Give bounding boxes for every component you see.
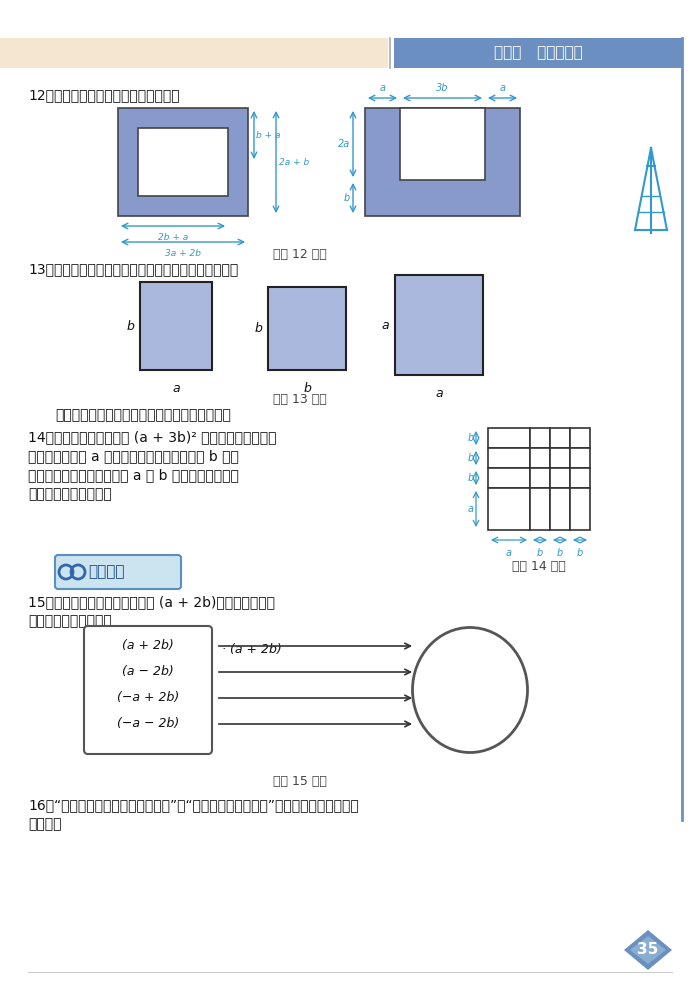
Text: （第 15 题）: （第 15 题） [273, 775, 327, 788]
FancyBboxPatch shape [0, 38, 388, 68]
Text: 12．分别计算下图中阴影部分的面积．: 12．分别计算下图中阴影部分的面积． [28, 88, 180, 102]
Text: 差多少？: 差多少？ [28, 817, 62, 831]
Text: a: a [435, 387, 443, 400]
Text: a: a [468, 504, 474, 514]
Text: a: a [506, 548, 512, 558]
Text: · (a + 2b): · (a + 2b) [222, 644, 281, 657]
Bar [488, 428, 530, 448]
Text: (a + 2b): (a + 2b) [122, 640, 174, 653]
Bar [570, 428, 590, 448]
Text: b + a: b + a [256, 131, 281, 139]
Bar [488, 488, 530, 530]
Text: 在右框相应的位置上．: 在右框相应的位置上． [28, 614, 112, 628]
Text: 联系拓广: 联系拓广 [88, 565, 125, 580]
Bar [488, 448, 530, 468]
Text: 14．请在图中指出面积为 (a + 3b)² 的图形，并指出图中: 14．请在图中指出面积为 (a + 3b)² 的图形，并指出图中 [28, 430, 276, 444]
Bar [365, 108, 520, 216]
Text: 方形，有多少个两边分别为 a 和 b 的长方形，然后用: 方形，有多少个两边分别为 a 和 b 的长方形，然后用 [28, 468, 239, 482]
Ellipse shape [412, 627, 528, 753]
Text: 3a + 2b: 3a + 2b [165, 249, 201, 258]
Text: b: b [468, 433, 474, 443]
Bar [140, 282, 212, 370]
Text: 2a + b: 2a + b [279, 157, 309, 166]
Text: b: b [344, 193, 350, 203]
Bar [394, 38, 682, 68]
Text: b: b [254, 321, 262, 334]
Text: b: b [468, 453, 474, 463]
Text: 相应的公式进行验证．: 相应的公式进行验证． [28, 487, 112, 501]
FancyBboxPatch shape [55, 555, 181, 589]
Bar [570, 468, 590, 488]
Bar [570, 488, 590, 530]
Text: b: b [468, 473, 474, 483]
Text: b: b [303, 382, 311, 395]
Text: 3b: 3b [436, 83, 449, 93]
Bar [395, 275, 483, 375]
Text: (−a − 2b): (−a − 2b) [117, 717, 179, 731]
Text: b: b [126, 319, 134, 332]
Text: 16．“两个相邻整数的平均数的平方”与“它们平方数的平均数”相等吗？若不相等，相: 16．“两个相邻整数的平均数的平方”与“它们平方数的平均数”相等吗？若不相等，相 [28, 798, 358, 812]
Polygon shape [630, 936, 666, 964]
Text: 用它们拼一些新的长方形，并计算它们的面积．: 用它们拼一些新的长方形，并计算它们的面积． [55, 408, 231, 422]
Text: (a − 2b): (a − 2b) [122, 666, 174, 678]
Text: （第 12 题）: （第 12 题） [273, 248, 327, 261]
Text: 15．把下图左框里的整式分别乘 (a + 2b)，将所得的积写: 15．把下图左框里的整式分别乘 (a + 2b)，将所得的积写 [28, 595, 275, 609]
Bar [488, 468, 530, 488]
Bar [550, 468, 570, 488]
Text: 13．请分别准备几张如图所示的长方形或正方形卡片．: 13．请分别准备几张如图所示的长方形或正方形卡片． [28, 262, 238, 276]
Text: 2b + a: 2b + a [158, 233, 188, 242]
Text: a: a [172, 382, 180, 395]
FancyBboxPatch shape [84, 626, 212, 754]
Text: 有多少个边长为 a 的正方形，有多少个边长为 b 的正: 有多少个边长为 a 的正方形，有多少个边长为 b 的正 [28, 449, 239, 463]
Bar [530, 428, 550, 448]
Text: 第一章   整式的乘除: 第一章 整式的乘除 [494, 45, 582, 60]
Text: b: b [557, 548, 563, 558]
Bar [550, 488, 570, 530]
Bar [570, 448, 590, 468]
Bar [138, 128, 228, 196]
Polygon shape [624, 930, 672, 970]
Text: a: a [379, 83, 386, 93]
Bar [530, 448, 550, 468]
Text: （第 13 题）: （第 13 题） [273, 393, 327, 406]
Bar [550, 428, 570, 448]
Text: b: b [577, 548, 583, 558]
Text: 2a: 2a [337, 139, 350, 149]
Bar [400, 108, 485, 180]
Bar [530, 468, 550, 488]
Bar [268, 287, 346, 370]
Text: b: b [537, 548, 543, 558]
Bar [530, 488, 550, 530]
Bar [118, 108, 248, 216]
Text: a: a [382, 318, 389, 331]
Text: 35: 35 [638, 943, 659, 957]
Text: a: a [500, 83, 505, 93]
Text: (−a + 2b): (−a + 2b) [117, 691, 179, 704]
Text: （第 14 题）: （第 14 题） [512, 560, 566, 573]
Bar [550, 448, 570, 468]
